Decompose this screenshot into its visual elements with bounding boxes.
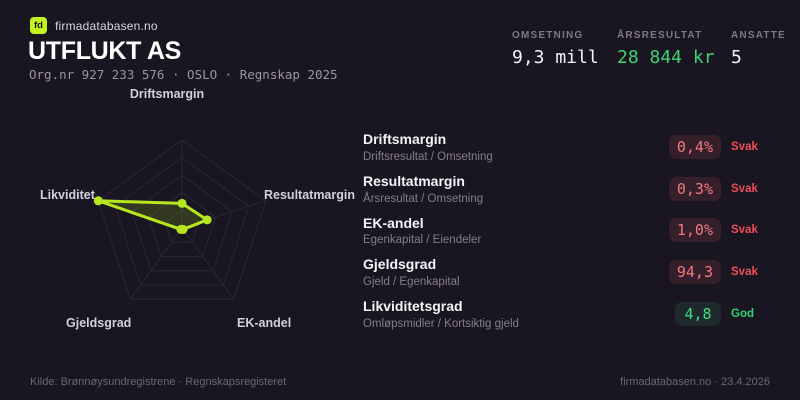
metric-status-badge: Svak <box>731 140 758 153</box>
stat-label: ÅRSRESULTAT <box>617 30 703 41</box>
metric-status-badge: Svak <box>731 224 758 237</box>
radar-axis-likviditet: Likviditet <box>40 188 95 202</box>
metric-formula: Gjeld / Egenkapital <box>363 276 460 289</box>
metric-row-likviditetsgrad: Likviditetsgrad Omløpsmidler / Kortsikti… <box>363 298 763 330</box>
stat-ansatte: ANSATTE 5 <box>731 30 786 68</box>
radar-axis-ek-andel: EK-andel <box>237 316 292 330</box>
stat-value: 9,3 mill <box>512 47 599 68</box>
stat-omsetning: OMSETNING 9,3 mill <box>512 30 599 68</box>
metric-title: Resultatmargin <box>363 172 465 189</box>
metric-row-resultatmargin: Resultatmargin Årsresultat / Omsetning 0… <box>363 173 763 205</box>
footer-brand-date: firmadatabasen.no · 23.4.2026 <box>620 376 770 388</box>
brand-text: firmadatabasen.no <box>55 18 158 33</box>
brand-row: fd firmadatabasen.no <box>30 17 158 34</box>
metric-value-pill: 0,4% <box>668 134 721 159</box>
metric-formula: Årsresultat / Omsetning <box>363 192 484 205</box>
page-title: UTFLUKT AS <box>28 37 181 65</box>
radar-svg <box>93 139 267 300</box>
metrics-list: Driftsmargin Driftsresultat / Omsetning … <box>363 131 763 330</box>
radar-grid <box>97 139 267 300</box>
metric-title: Driftsmargin <box>363 131 447 147</box>
metric-status-badge: Svak <box>731 266 758 279</box>
metric-title: Gjeldsgrad <box>363 256 437 273</box>
radar-chart: Driftsmargin Resultatmargin EK-andel Gje… <box>10 85 355 345</box>
metric-formula: Egenkapital / Eiendeler <box>363 234 482 247</box>
stat-value: 5 <box>731 47 742 68</box>
metric-value-pill: 1,0% <box>668 218 721 243</box>
metric-status-badge: God <box>731 308 754 321</box>
metric-status-badge: Svak <box>731 182 758 195</box>
metric-value-pill: 0,3% <box>668 176 721 201</box>
radar-polygon <box>96 199 209 231</box>
radar-points <box>93 196 212 234</box>
metric-row-gjeldsgrad: Gjeldsgrad Gjeld / Egenkapital 94,3 Svak <box>363 256 763 288</box>
org-line: Org.nr 927 233 576 · OSLO · Regnskap 202… <box>29 67 338 82</box>
metric-value-pill: 4,8 <box>675 302 721 327</box>
metric-title: EK-andel <box>363 214 424 231</box>
metric-formula: Driftsresultat / Omsetning <box>363 150 493 163</box>
stat-label: ANSATTE <box>731 30 786 41</box>
metric-value-pill: 94,3 <box>668 260 721 285</box>
stat-label: OMSETNING <box>512 30 584 41</box>
metric-row-ek-andel: EK-andel Egenkapital / Eiendeler 1,0% Sv… <box>363 215 763 247</box>
metric-formula: Omløpsmidler / Kortsiktig gjeld <box>363 317 519 330</box>
stat-arsresultat: ÅRSRESULTAT 28 844 kr <box>617 30 715 68</box>
metric-title: Likviditetsgrad <box>363 298 463 315</box>
radar-axis-driftsmargin: Driftsmargin <box>129 87 205 101</box>
stat-value: 28 844 kr <box>617 47 715 68</box>
radar-axis-gjeldsgrad: Gjeldsgrad <box>66 316 132 330</box>
footer-source: Kilde: Brønnøysundregistrene · Regnskaps… <box>30 376 287 388</box>
metric-row-driftsmargin: Driftsmargin Driftsresultat / Omsetning … <box>363 131 763 163</box>
radar-axis-resultatmargin: Resultatmargin <box>264 188 355 202</box>
fd-logo-icon: fd <box>30 17 47 34</box>
